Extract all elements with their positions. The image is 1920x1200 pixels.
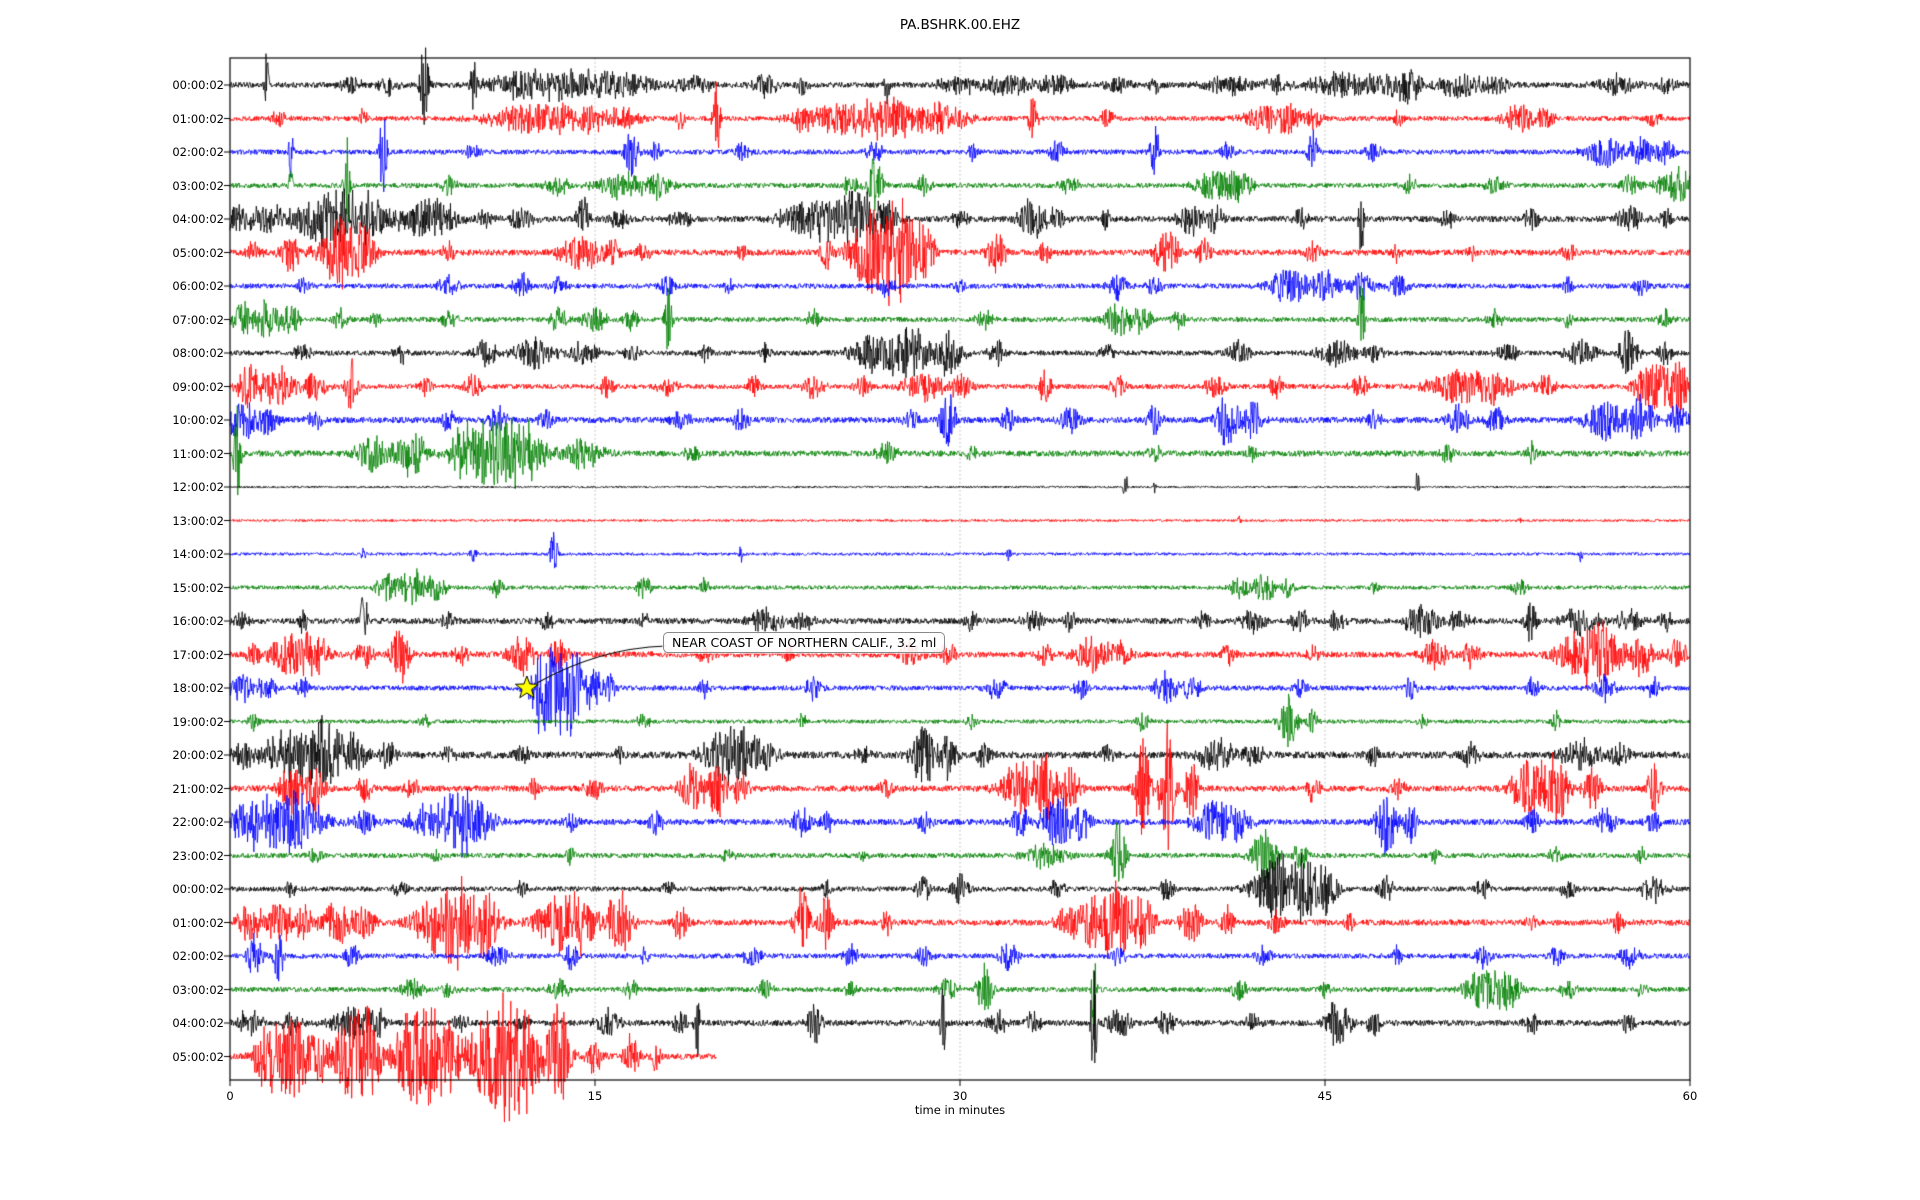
row-label: 06:00:02	[172, 279, 224, 293]
row-label: 13:00:02	[172, 513, 224, 528]
row-label: 00:00:02	[172, 882, 224, 896]
row-label: 11:00:02	[172, 446, 224, 461]
row-label: 02:00:02	[172, 145, 224, 159]
row-label: 04:00:02	[172, 212, 224, 226]
row-label: 04:00:02	[172, 1016, 224, 1030]
row-label: 10:00:02	[172, 413, 224, 427]
x-tick-label: 45	[1317, 1089, 1333, 1103]
row-label: 08:00:02	[172, 346, 224, 360]
row-label: 16:00:02	[172, 614, 224, 628]
row-label: 07:00:02	[172, 312, 224, 327]
row-label: 03:00:02	[172, 982, 224, 997]
row-label: 20:00:02	[172, 748, 224, 762]
figure-title: PA.BSHRK.00.EHZ	[899, 17, 1021, 33]
event-annotation-label: NEAR COAST OF NORTHERN CALIF., 3.2 ml	[663, 632, 946, 653]
row-label: 12:00:02	[172, 480, 224, 494]
row-label: 03:00:02	[172, 178, 224, 193]
row-label: 19:00:02	[172, 714, 224, 729]
row-label: 18:00:02	[172, 681, 224, 695]
x-tick-label: 15	[587, 1089, 603, 1103]
x-tick-label: 0	[226, 1089, 234, 1103]
row-label: 14:00:02	[172, 547, 224, 561]
row-label: 23:00:02	[172, 848, 224, 863]
row-label: 09:00:02	[172, 379, 224, 394]
x-axis-label: time in minutes	[914, 1103, 1006, 1117]
row-label: 05:00:02	[172, 245, 224, 260]
row-label: 00:00:02	[172, 78, 224, 92]
x-tick-label: 60	[1682, 1089, 1698, 1103]
row-label: 02:00:02	[172, 949, 224, 963]
x-tick-label: 30	[952, 1089, 968, 1103]
row-label: 17:00:02	[172, 647, 224, 662]
row-label: 21:00:02	[172, 781, 224, 796]
row-label: 15:00:02	[172, 580, 224, 595]
row-label: 01:00:02	[172, 111, 224, 126]
row-label: 01:00:02	[172, 915, 224, 930]
row-label: 22:00:02	[172, 815, 224, 829]
row-label: 05:00:02	[172, 1049, 224, 1064]
